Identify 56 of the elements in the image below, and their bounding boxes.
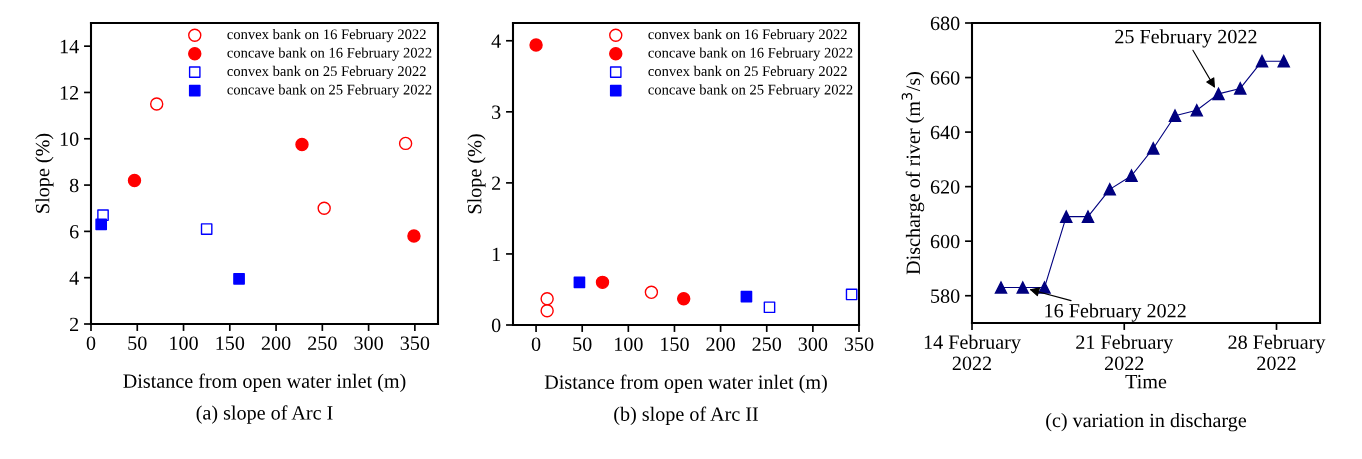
x-tick-label: 21 February 2022 (1076, 334, 1174, 371)
y-tick-label: 640 (930, 125, 960, 140)
y-tick-label: 4 (491, 34, 501, 48)
y-tick-label: 10 (60, 132, 79, 146)
x-tick-label: 250 (752, 337, 782, 351)
x-tick-label: 50 (573, 337, 592, 351)
y-tick-label: 580 (931, 289, 960, 303)
x-tick-label: 150 (216, 336, 245, 350)
y-tick-label: 1 (492, 247, 500, 261)
y-axis-title: Discharge of river (m$^{3}$/s) (901, 72, 925, 275)
x-axis-title: Time (1125, 374, 1167, 389)
x-axis-title: Distance from open water inlet (m) (544, 374, 827, 393)
y-axis-title: Slope (%) (35, 133, 54, 213)
legend-label: convex bank on 25 February 2022 (227, 65, 426, 80)
x-tick-label: 250 (308, 336, 337, 350)
x-tick-label: 150 (661, 337, 689, 351)
annotation: 16 February 2022 (1045, 303, 1186, 322)
x-tick-label: 300 (354, 336, 383, 350)
y-tick-label: 4 (69, 271, 79, 285)
legend-label: convex bank on 25 February 2022 (648, 65, 847, 80)
y-tick-label: 12 (60, 86, 79, 100)
x-tick-label: 100 (170, 336, 198, 350)
x-tick-label: 300 (798, 337, 828, 351)
y-axis-title: Slope (%) (467, 134, 486, 214)
legend-label: concave bank on 25 February 2022 (648, 84, 853, 98)
x-tick-label: 14 February 2022 (924, 334, 1021, 371)
text: (a) slope of Arc I (196, 405, 333, 424)
legend-label: convex bank on 16 February 2022 (648, 28, 847, 43)
x-tick-label: 100 (615, 337, 643, 351)
y-tick-label: 14 (60, 39, 79, 54)
y-tick-label: 6 (69, 225, 79, 239)
y-tick-label: 680 (930, 16, 960, 31)
y-tick-label: 8 (69, 178, 79, 193)
y-tick-label: 600 (930, 234, 960, 249)
y-tick-label: 2 (70, 317, 79, 331)
y-tick-label: 2 (492, 176, 501, 190)
legend-label: concave bank on 25 February 2022 (227, 84, 432, 98)
x-tick-label: 0 (531, 337, 541, 351)
y-tick-label: 3 (492, 105, 501, 120)
x-tick-label: 0 (86, 336, 96, 350)
x-tick-label: 28 February 2022 (1228, 334, 1326, 371)
legend-label: concave bank on 16 February 2022 (648, 47, 853, 61)
annotation: 25 February 2022 (1115, 29, 1257, 48)
x-tick-label: 200 (261, 336, 291, 350)
x-tick-label: 350 (400, 336, 430, 350)
y-tick-label: 0 (491, 318, 501, 333)
y-tick-label: 660 (930, 71, 960, 85)
text: (b) slope of Arc II (614, 406, 758, 426)
y-tick-label: 620 (930, 180, 960, 194)
legend-label: convex bank on 16 February 2022 (227, 28, 426, 43)
x-tick-label: 50 (128, 336, 147, 350)
text: (c) variation in discharge (1046, 413, 1247, 432)
x-tick-label: 350 (844, 337, 874, 351)
legend-label: concave bank on 16 February 2022 (227, 47, 432, 61)
x-axis-title: Distance from open water inlet (m) (123, 373, 406, 392)
x-tick-label: 200 (706, 337, 735, 351)
